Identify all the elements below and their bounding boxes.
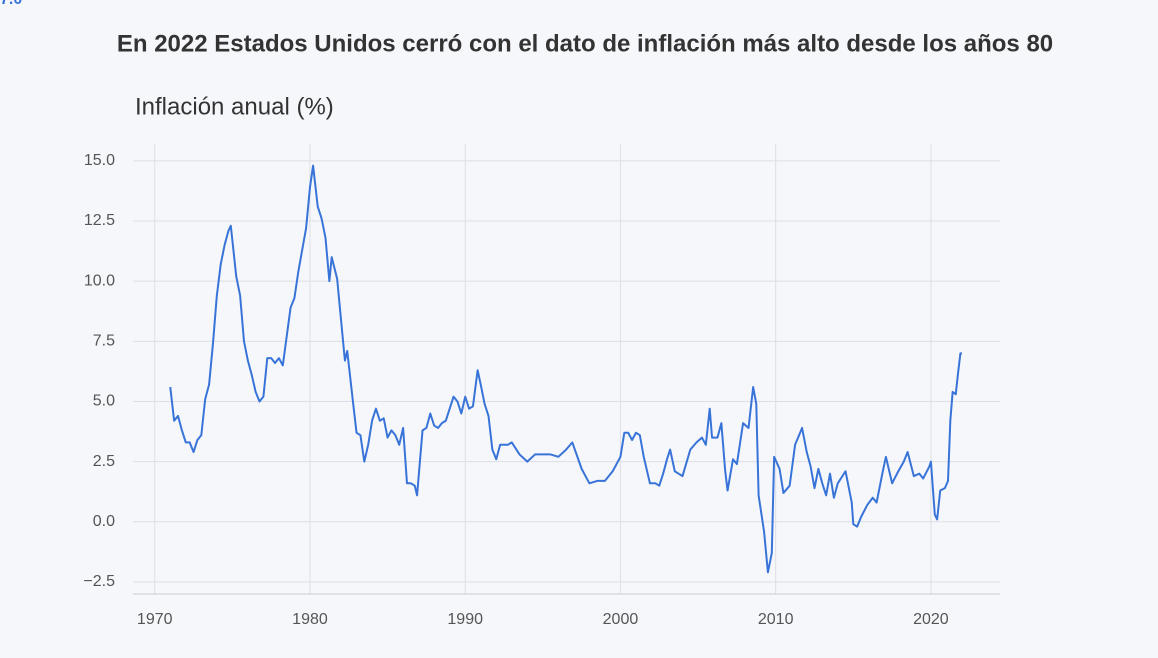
line-series [169,164,962,574]
y-tick-label: 12.5 [84,212,115,229]
x-tick-label: 1980 [292,611,328,628]
y-tick-label: 7.5 [93,333,115,350]
x-tick-label: 2020 [913,611,949,628]
chart-title: En 2022 Estados Unidos cerró con el dato… [117,30,1053,57]
y-tick-label: 5.0 [93,393,115,410]
x-tick-label: 2010 [758,611,794,628]
x-tick-label: 1970 [137,611,173,628]
x-tick-label: 1990 [447,611,483,628]
y-axis-label: Inflación anual (%) [135,93,334,120]
y-tick-label: −2.5 [83,573,115,590]
y-tick-label: 2.5 [93,453,115,470]
y-tick-label: 10.0 [84,272,115,289]
x-tick-label: 2000 [603,611,639,628]
value-label: 7.0 [0,0,22,8]
y-tick-label: 0.0 [93,513,115,530]
y-tick-label: 15.0 [84,152,115,169]
